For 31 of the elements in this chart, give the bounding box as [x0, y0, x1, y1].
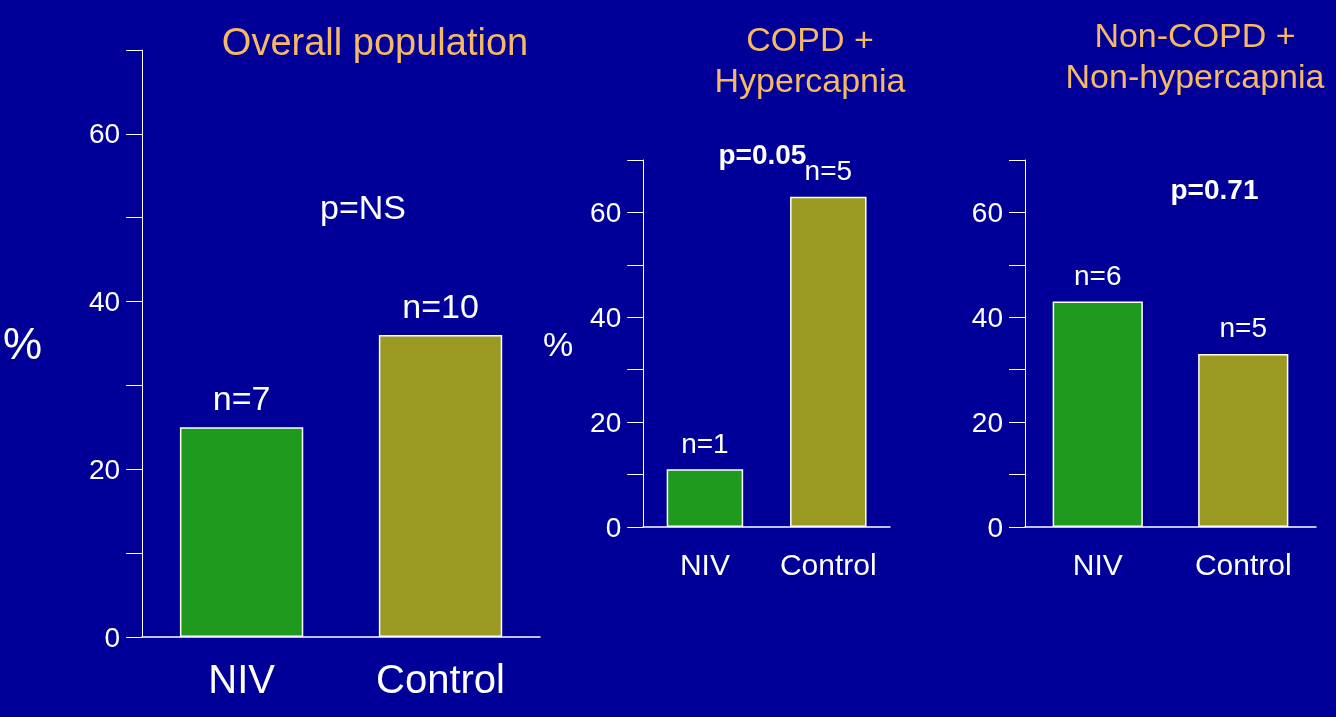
x-tick-label: Control — [376, 657, 506, 701]
y-tick-label: 0 — [605, 511, 622, 543]
annotation: p=0.05 — [718, 138, 807, 170]
y-tick-label: 20 — [971, 406, 1003, 438]
chart-title: Non-COPD + Non-hypercapnia — [1065, 16, 1325, 96]
y-tick-label: 60 — [971, 196, 1003, 228]
y-tick-label: 0 — [104, 621, 121, 653]
chart-title: COPD + Hypercapnia — [714, 20, 906, 100]
y-tick-label: 20 — [88, 453, 121, 485]
x-tick-label: NIV — [208, 657, 276, 701]
annotation: n=7 — [212, 379, 271, 418]
annotation: n=10 — [402, 287, 479, 326]
y-axis-title: % — [3, 319, 43, 368]
annotation: n=5 — [1219, 312, 1267, 344]
annotation: n=6 — [1074, 260, 1122, 292]
y-tick-label: 40 — [590, 301, 622, 333]
y-tick-label: 20 — [590, 406, 622, 438]
x-tick-label: NIV — [1072, 547, 1123, 581]
x-tick-label: Control — [1194, 547, 1292, 581]
annotation: p=0.71 — [1170, 173, 1259, 205]
y-tick-label: 60 — [88, 118, 121, 150]
annotation: p=NS — [320, 188, 406, 226]
x-tick-label: NIV — [679, 547, 730, 581]
annotation: n=1 — [681, 427, 729, 459]
y-tick-label: 40 — [971, 301, 1003, 333]
chart-title: Overall population — [221, 20, 529, 63]
y-axis-title: % — [543, 324, 574, 363]
x-tick-label: Control — [779, 547, 877, 581]
y-tick-label: 60 — [590, 196, 622, 228]
y-tick-label: 40 — [88, 286, 121, 318]
y-tick-label: 0 — [987, 511, 1003, 543]
